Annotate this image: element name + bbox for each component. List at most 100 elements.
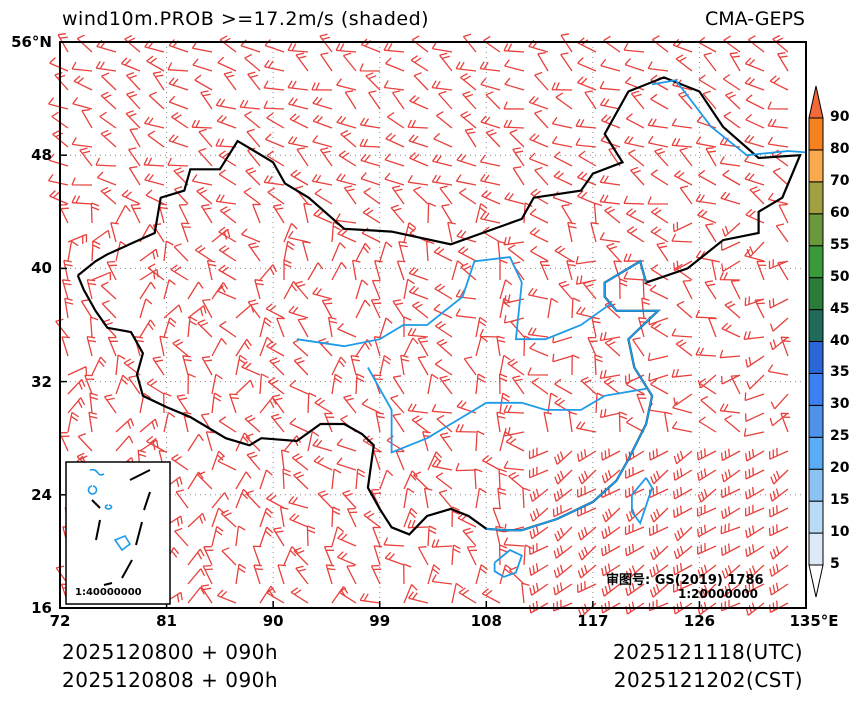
wind-barb	[698, 416, 717, 433]
wind-barb	[295, 565, 309, 585]
wind-barb	[86, 335, 97, 357]
wind-barb	[649, 545, 669, 561]
wind-barb	[269, 357, 285, 376]
wind-barb	[531, 377, 549, 395]
wind-barb	[711, 259, 720, 281]
wind-barb	[125, 110, 141, 129]
lon-label: 99	[369, 612, 391, 630]
wind-barb	[173, 243, 189, 262]
lon-label: 81	[156, 612, 177, 630]
wind-barb	[438, 489, 453, 509]
wind-barb	[287, 80, 309, 91]
wind-barb	[499, 297, 511, 319]
wind-barb	[409, 95, 429, 110]
wind-barb	[325, 564, 336, 585]
wind-barb	[578, 545, 597, 561]
wind-barb	[90, 202, 100, 224]
wind-barb	[505, 436, 525, 452]
lat-label: 32	[31, 372, 52, 391]
wind-barb	[624, 466, 645, 479]
wind-barb	[481, 454, 501, 471]
wind-barb	[327, 316, 338, 338]
wind-barb	[410, 55, 429, 72]
wind-barb	[475, 336, 488, 357]
wind-barb	[283, 222, 298, 243]
wind-barb	[551, 82, 573, 91]
colorbar-label: 25	[830, 428, 850, 445]
wind-barb	[534, 166, 549, 186]
wind-barb	[384, 153, 405, 167]
wind-barb	[724, 300, 741, 319]
wind-barb	[512, 166, 525, 186]
wind-barb	[239, 99, 261, 110]
wind-barb	[599, 331, 621, 342]
wind-barb	[575, 137, 597, 148]
wind-barb	[679, 147, 693, 167]
wind-barb	[365, 72, 381, 91]
wind-barb	[427, 525, 437, 547]
wind-barb	[289, 113, 309, 129]
colorbar-label: 40	[830, 332, 850, 349]
wind-barb	[553, 170, 573, 186]
wind-barb	[91, 356, 107, 376]
wind-barb	[460, 111, 477, 129]
wind-barb	[107, 336, 118, 357]
wind-barb	[171, 453, 189, 471]
wind-barb	[650, 93, 669, 110]
wind-barb	[252, 203, 261, 224]
wind-barb	[431, 574, 453, 585]
wind-barb	[479, 154, 501, 167]
wind-barb	[434, 283, 453, 300]
wind-barb	[720, 543, 741, 556]
wind-barb	[338, 150, 357, 167]
wind-barb	[297, 318, 309, 338]
wind-barb	[528, 543, 549, 555]
wind-barb	[427, 373, 439, 395]
wind-barb	[77, 432, 93, 452]
wind-barb	[509, 129, 525, 148]
wind-barb	[423, 487, 433, 509]
wind-barb	[746, 241, 765, 258]
wind-barb	[720, 374, 741, 385]
wind-barb	[625, 564, 645, 579]
wind-barb	[455, 61, 477, 72]
wind-barb	[411, 301, 429, 319]
wind-barb	[673, 562, 693, 576]
wind-barb	[411, 415, 429, 433]
wind-barb	[79, 147, 93, 167]
wind-barb	[290, 169, 309, 186]
wind-barb	[730, 374, 741, 395]
wind-barb	[696, 504, 717, 517]
colorbar-label: 5	[830, 556, 840, 572]
wind-barb	[768, 298, 789, 309]
wind-barb	[721, 260, 741, 272]
wind-barb	[235, 563, 247, 585]
wind-barb	[202, 564, 213, 585]
wind-barb	[391, 90, 405, 110]
wind-barb	[705, 147, 717, 167]
wind-barb	[235, 525, 246, 547]
wind-barb	[359, 138, 381, 148]
wind-barb	[720, 599, 741, 612]
colorbar-bin	[808, 468, 824, 502]
wind-barb	[722, 169, 741, 186]
wind-barb	[743, 331, 765, 340]
wind-barb	[769, 336, 789, 351]
wind-barb	[568, 411, 578, 433]
wind-barb	[745, 94, 765, 110]
wind-barb	[603, 377, 621, 395]
wind-barb	[624, 76, 645, 91]
wind-barb	[464, 128, 477, 148]
wind-barb	[624, 523, 645, 536]
wind-barb	[530, 188, 549, 205]
wind-barb	[512, 147, 525, 167]
wind-barb	[700, 395, 717, 414]
wind-barb	[71, 177, 93, 186]
wind-barb	[200, 204, 213, 224]
wind-barb	[101, 300, 117, 319]
wind-barb	[61, 336, 71, 357]
wind-barb	[673, 450, 693, 465]
wind-barb	[647, 352, 669, 362]
wind-barb	[721, 564, 741, 579]
wind-barb	[197, 319, 213, 338]
